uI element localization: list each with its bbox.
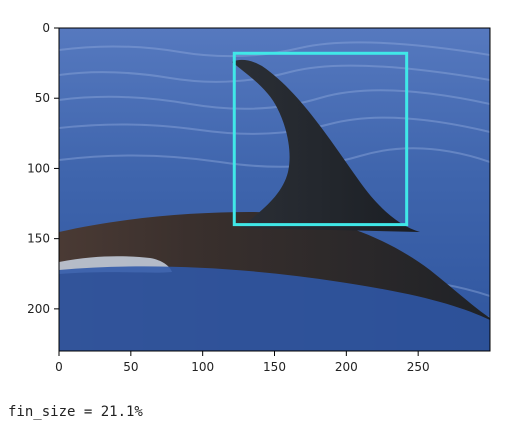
x-tick-label: 150 [263, 360, 286, 374]
y-axis: 0 50 100 150 200 [27, 21, 59, 316]
y-tick-label: 100 [27, 161, 50, 175]
y-tick-label: 200 [27, 302, 50, 316]
x-axis: 0 50 100 150 200 250 [55, 351, 430, 374]
plot-figure: 0 50 100 150 200 250 0 50 100 150 200 [27, 21, 491, 374]
y-tick-label: 50 [35, 91, 50, 105]
dolphin-fin-photo [59, 28, 490, 351]
y-tick-label: 0 [42, 21, 50, 35]
fin-size-output: fin_size = 21.1% [8, 404, 143, 420]
y-tick-label: 150 [27, 232, 50, 246]
x-tick-label: 0 [55, 360, 63, 374]
bounding-box [232, 51, 409, 227]
foreground-water [59, 266, 490, 351]
dorsal-fin [232, 59, 420, 233]
x-tick-label: 200 [335, 360, 358, 374]
x-tick-label: 250 [407, 360, 430, 374]
x-tick-label: 100 [191, 360, 214, 374]
x-tick-label: 50 [123, 360, 138, 374]
